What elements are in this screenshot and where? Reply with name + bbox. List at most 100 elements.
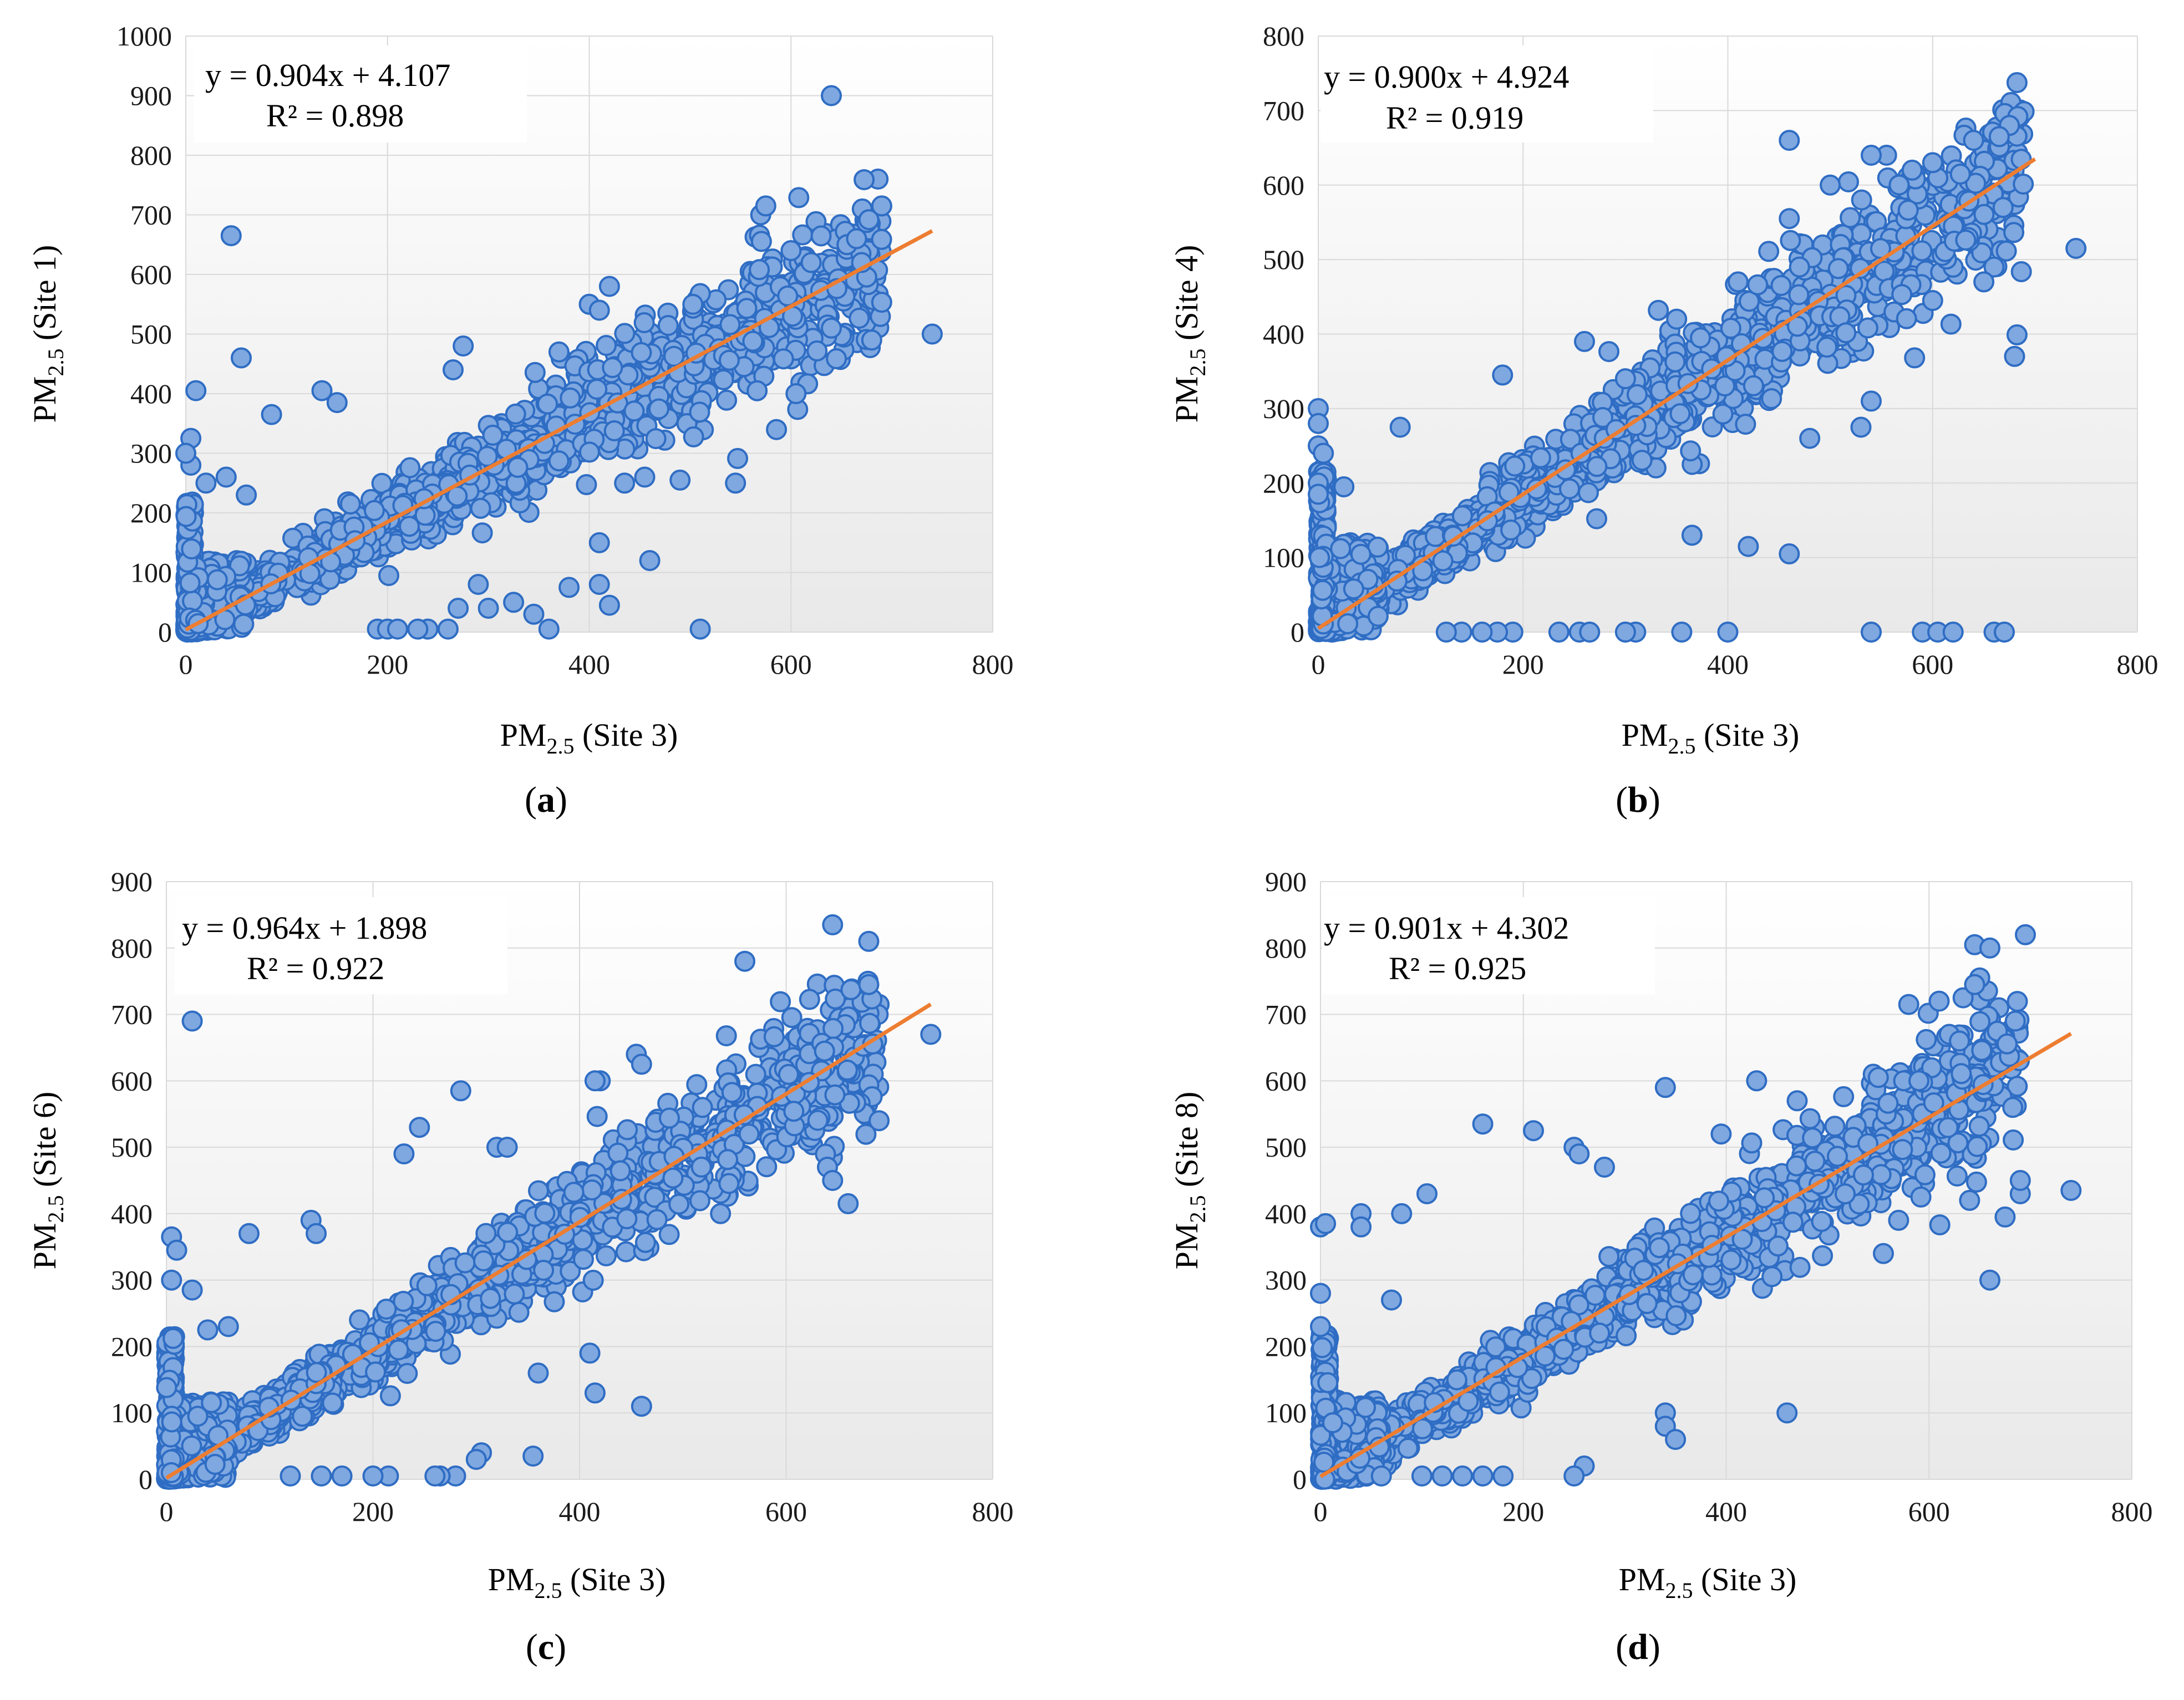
data-point: [1435, 622, 1457, 643]
data-point: [689, 618, 711, 640]
data-point: [453, 335, 474, 357]
y-tick-label: 500: [111, 1132, 153, 1163]
data-point: [206, 569, 228, 591]
data-point: [746, 380, 768, 401]
x-tick-label: 200: [367, 649, 408, 680]
data-point: [788, 187, 810, 208]
data-point: [399, 516, 420, 537]
y-tick-label: 100: [130, 557, 172, 588]
data-point: [1827, 258, 1849, 279]
data-point: [1949, 164, 1971, 185]
data-point: [1940, 313, 1962, 335]
x-tick-labels: 0 200 400 600 800: [160, 1496, 1014, 1527]
data-point: [725, 472, 746, 494]
data-point: [623, 400, 645, 422]
data-point: [236, 484, 257, 506]
data-point: [507, 456, 529, 478]
data-point: [185, 380, 207, 401]
data-point: [1840, 207, 1861, 228]
data-point: [849, 307, 870, 329]
data-point: [1973, 203, 1995, 225]
data-point: [689, 401, 710, 423]
data-point: [777, 285, 799, 307]
data-point: [349, 1309, 370, 1331]
data-point: [639, 550, 661, 571]
data-point: [548, 450, 570, 472]
data-point: [614, 472, 636, 494]
panel-label-b: (b): [1616, 780, 1660, 820]
x-tick-label: 800: [2117, 649, 2158, 680]
data-point: [785, 383, 807, 404]
data-point: [1992, 197, 2014, 218]
data-point: [1560, 429, 1581, 450]
data-point: [1816, 337, 1838, 358]
data-point: [1922, 152, 1943, 174]
data-point: [1309, 547, 1330, 568]
y-tick-label: 400: [130, 378, 172, 409]
data-point: [1942, 622, 1964, 643]
y-tick-label: 200: [1263, 467, 1304, 498]
x-tick-label: 400: [559, 1496, 601, 1527]
data-point: [1955, 230, 1977, 251]
y-tick-label: 200: [111, 1331, 153, 1362]
data-point: [810, 225, 832, 247]
data-point: [1761, 388, 1782, 409]
data-point: [538, 618, 560, 640]
x-tick-label: 400: [568, 649, 610, 680]
data-point: [770, 991, 791, 1012]
data-point: [821, 85, 842, 106]
data-point: [614, 323, 636, 344]
y-tick-label: 900: [111, 866, 153, 897]
data-point: [1735, 414, 1756, 435]
data-point: [2065, 238, 2087, 259]
data-point: [2006, 72, 2028, 93]
data-point: [1548, 622, 1570, 643]
data-point: [1350, 543, 1372, 565]
data-point: [578, 441, 600, 463]
data-point: [588, 532, 610, 553]
data-point: [1586, 508, 1607, 530]
data-point: [1680, 440, 1702, 462]
data-point: [1492, 364, 1513, 386]
y-tick-label: 400: [1263, 319, 1304, 350]
equation-box: [194, 45, 527, 142]
data-point: [1779, 130, 1800, 151]
data-point: [1313, 442, 1334, 464]
y-tick-label: 100: [1263, 542, 1304, 573]
data-point: [1717, 622, 1739, 643]
y-tick-label: 900: [130, 80, 172, 111]
data-point: [448, 598, 469, 619]
data-point: [1965, 172, 1987, 194]
data-point: [2010, 261, 2032, 282]
y-tick-label: 600: [130, 259, 172, 290]
y-tick-label: 300: [111, 1265, 153, 1296]
data-point: [1851, 189, 1872, 211]
data-point: [1779, 208, 1800, 230]
data-point: [826, 348, 847, 369]
data-point: [1983, 256, 2005, 278]
regression-equation: y = 0.904x + 4.107: [205, 57, 450, 93]
trendline: [1317, 157, 2036, 630]
y-tick-label: 800: [1263, 21, 1304, 52]
data-point: [1714, 375, 1735, 397]
data-point: [326, 392, 348, 414]
y-axis-title: PM2.5 (Site 1): [27, 245, 68, 423]
data-point: [443, 359, 464, 380]
data-point: [602, 357, 623, 378]
regression-equation: y = 0.900x + 4.924: [1324, 59, 1569, 95]
data-points: [1308, 72, 2087, 643]
data-point: [634, 466, 656, 488]
x-tick-labels: 0 200 400 600 800: [1312, 649, 2158, 680]
data-point: [523, 603, 545, 625]
data-point: [586, 379, 608, 400]
data-point: [598, 594, 620, 616]
data-point: [179, 572, 201, 594]
data-point: [470, 497, 491, 519]
data-point: [1850, 416, 1872, 438]
data-point: [1598, 341, 1619, 363]
data-point: [175, 442, 196, 464]
data-point: [1504, 455, 1526, 477]
data-point: [749, 259, 770, 281]
